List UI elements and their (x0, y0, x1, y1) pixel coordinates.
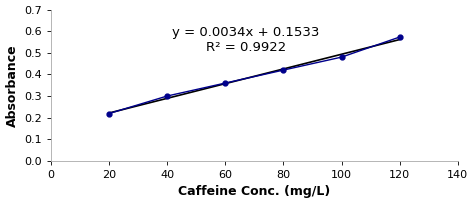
Y-axis label: Absorbance: Absorbance (6, 44, 18, 126)
Text: y = 0.0034x + 0.1533
R² = 0.9922: y = 0.0034x + 0.1533 R² = 0.9922 (172, 26, 319, 54)
X-axis label: Caffeine Conc. (mg/L): Caffeine Conc. (mg/L) (178, 185, 330, 198)
